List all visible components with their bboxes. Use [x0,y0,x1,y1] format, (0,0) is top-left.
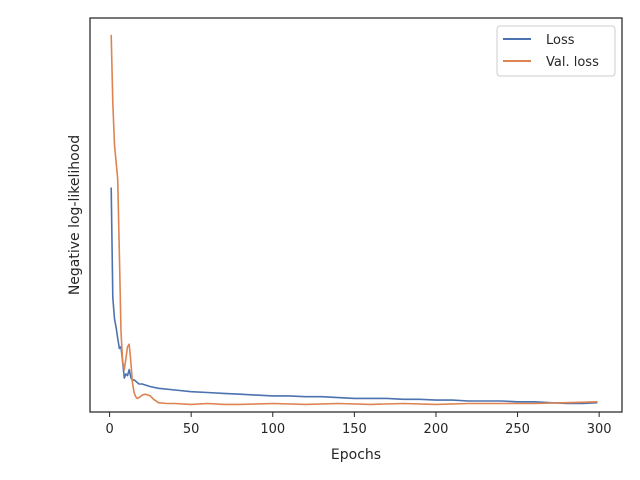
x-tick-label: 300 [587,422,612,437]
x-axis-ticks: 0 50 100 150 200 250 300 [105,412,612,437]
y-axis-label: Negative log-likelihood [67,135,83,295]
x-axis-label: Epochs [331,447,381,463]
series-line-loss [110,187,598,405]
legend-label-val-loss: Val. loss [546,55,599,70]
legend-label-loss: Loss [546,33,575,48]
x-tick-label: 0 [105,422,113,437]
x-tick-label: 200 [424,422,449,437]
legend: Loss Val. loss [496,25,616,77]
x-tick-label: 100 [260,422,285,437]
x-tick-label: 150 [342,422,367,437]
plot-frame [89,17,623,413]
x-tick-label: 250 [505,422,530,437]
plot-lines [110,34,598,406]
series-line-val-loss [110,34,598,406]
x-tick-label: 50 [183,422,200,437]
